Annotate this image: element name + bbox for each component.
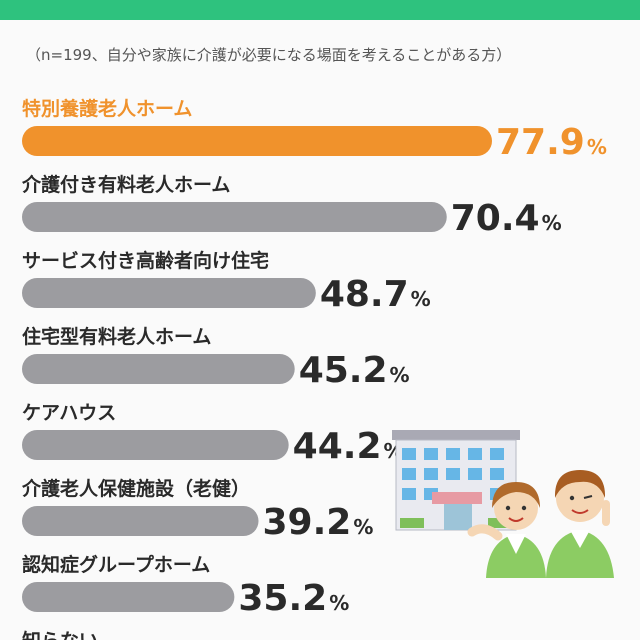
bar [22,126,492,156]
bar [22,354,295,384]
category-label: 住宅型有料老人ホーム [22,325,211,348]
value-label: 44.2 [293,426,382,467]
percent-unit: % [411,287,431,311]
caregiver-woman-icon [467,482,546,578]
percent-unit: % [390,363,410,387]
value-label: 70.4 [451,198,540,239]
bar [22,278,316,308]
caregiver-man-icon [546,470,614,578]
category-label: サービス付き高齢者向け住宅 [22,249,269,272]
category-label: ケアハウス [22,402,116,424]
bar [22,506,259,536]
percent-unit: % [587,135,607,159]
bar [22,430,289,460]
category-label: 介護付き有料老人ホーム [21,173,230,196]
percent-unit: % [353,515,373,539]
category-label: 知らない [22,629,98,640]
category-label: 認知症グループホーム [22,553,210,576]
value-label: 45.2 [299,350,388,391]
value-label: 48.7 [320,274,409,315]
bar [22,202,447,232]
value-label: 35.2 [238,578,327,619]
bar [22,582,235,612]
percent-unit: % [329,591,349,615]
top-accent-bar [0,0,640,20]
value-label: 39.2 [263,502,352,543]
category-label: 介護老人保健施設（老健） [21,477,250,500]
care-facility-illustration [392,430,614,578]
value-label: 77.9 [496,122,585,163]
percent-unit: % [542,211,562,235]
survey-note: （n=199、自分や家族に介護が必要になる場面を考えることがある方） [26,46,512,64]
building-icon [392,430,520,531]
category-label: 特別養護老人ホーム [22,97,192,120]
